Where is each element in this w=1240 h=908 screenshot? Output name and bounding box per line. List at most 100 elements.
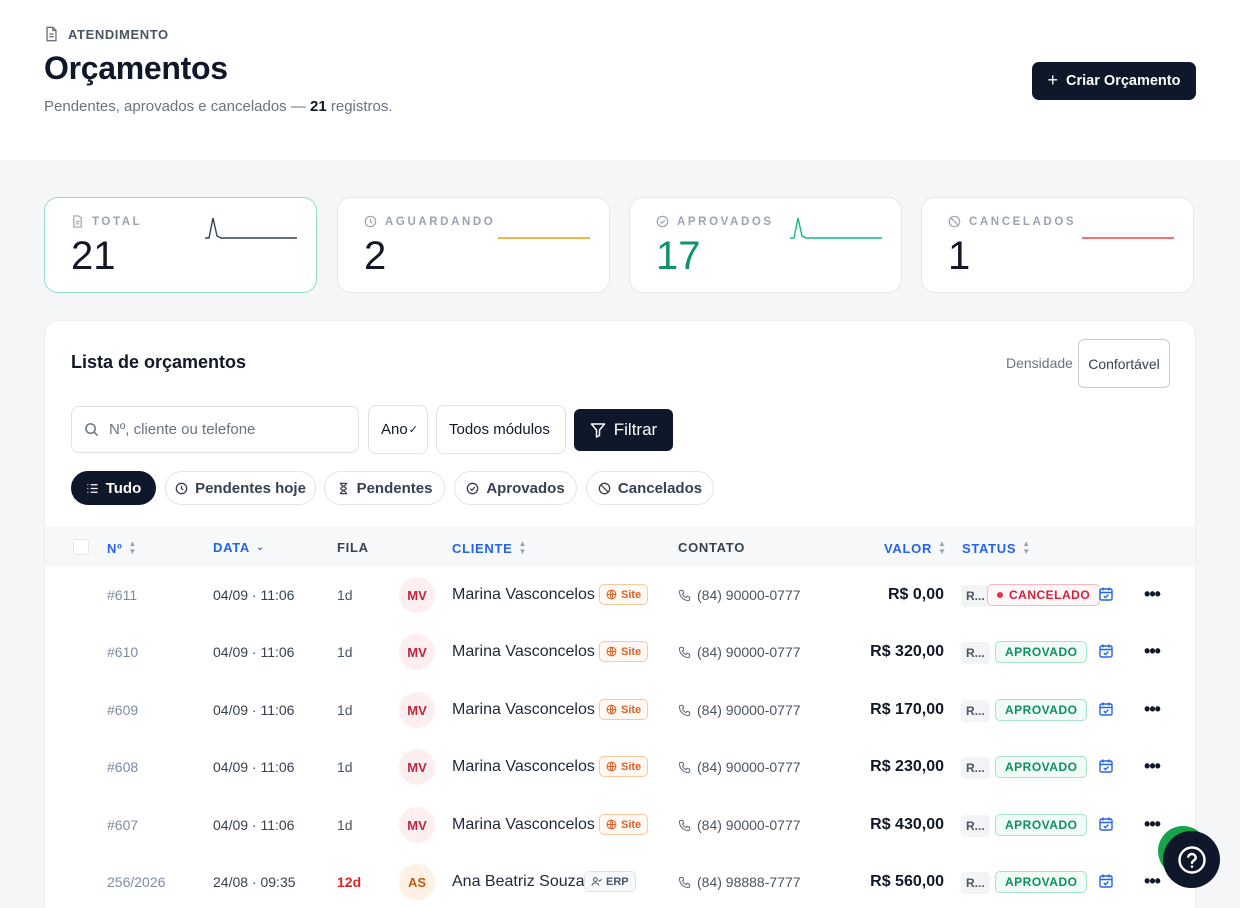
chip-aprovados[interactable]: Aprovados bbox=[454, 471, 577, 505]
table-row[interactable]: #607 04/09 · 11:06 1d MV Marina Vasconce… bbox=[45, 797, 1195, 854]
calendar-check-icon[interactable] bbox=[1098, 816, 1114, 832]
record-count: 21 bbox=[310, 98, 327, 115]
row-contact[interactable]: (84) 90000-0777 bbox=[678, 702, 801, 718]
chip-pendentes[interactable]: Pendentes bbox=[324, 471, 445, 505]
col-client[interactable]: CLIENTE ▲ ▼ bbox=[452, 540, 526, 556]
stat-label: AGUARDANDO bbox=[364, 215, 495, 228]
filter-button-label: Filtrar bbox=[613, 420, 658, 439]
search-input[interactable] bbox=[109, 421, 349, 438]
stat-card-total[interactable]: TOTAL 21 bbox=[44, 197, 317, 293]
create-quote-button[interactable]: + Criar Orçamento bbox=[1032, 62, 1196, 100]
stat-card-aprovados[interactable]: APROVADOS 17 bbox=[629, 197, 902, 293]
breadcrumb-label: ATENDIMENTO bbox=[68, 26, 169, 42]
stat-label-text: AGUARDANDO bbox=[385, 215, 496, 228]
row-number[interactable]: #608 bbox=[107, 759, 139, 775]
help-button[interactable] bbox=[1163, 831, 1220, 888]
table-row[interactable]: #608 04/09 · 11:06 1d MV Marina Vasconce… bbox=[45, 739, 1195, 796]
avatar: MV bbox=[399, 634, 435, 670]
row-tag: R... bbox=[961, 815, 990, 837]
row-queue: 1d bbox=[337, 817, 353, 833]
avatar: AS bbox=[399, 864, 435, 900]
row-date: 04/09 · 11:06 bbox=[213, 817, 295, 833]
phone-icon bbox=[678, 646, 691, 658]
row-client[interactable]: Marina Vasconcelos bbox=[452, 586, 595, 603]
more-options-icon[interactable]: ••• bbox=[1144, 813, 1161, 834]
col-date[interactable]: DATA ⌄ bbox=[213, 540, 265, 555]
density-toggle[interactable]: Confortável bbox=[1078, 339, 1170, 388]
row-number[interactable]: #611 bbox=[107, 587, 138, 603]
calendar-check-icon[interactable] bbox=[1098, 586, 1114, 602]
chip-pendentes-hoje[interactable]: Pendentes hoje bbox=[165, 471, 316, 505]
row-amount: R$ 560,00 bbox=[870, 873, 944, 890]
row-client[interactable]: Marina Vasconcelos bbox=[452, 701, 595, 718]
more-options-icon[interactable]: ••• bbox=[1144, 640, 1161, 661]
col-status[interactable]: STATUS ▲ ▼ bbox=[962, 540, 1030, 556]
globe-icon bbox=[606, 646, 617, 657]
col-num[interactable]: Nº ▲ ▼ bbox=[107, 540, 136, 556]
globe-icon bbox=[606, 589, 617, 600]
status-badge: APROVADO bbox=[995, 699, 1088, 721]
row-date: 04/09 · 11:06 bbox=[213, 644, 295, 660]
filter-button[interactable]: Filtrar bbox=[574, 409, 673, 451]
calendar-check-icon[interactable] bbox=[1098, 701, 1114, 717]
row-tag: R... bbox=[961, 757, 990, 779]
more-options-icon[interactable]: ••• bbox=[1144, 755, 1161, 776]
row-contact[interactable]: (84) 90000-0777 bbox=[678, 759, 801, 775]
avatar: MV bbox=[399, 807, 435, 843]
sparkline bbox=[205, 217, 297, 239]
phone-icon bbox=[678, 819, 691, 831]
row-contact[interactable]: (84) 90000-0777 bbox=[678, 587, 801, 603]
row-client[interactable]: Ana Beatriz Souza bbox=[452, 873, 585, 890]
col-value[interactable]: VALOR ▲ ▼ bbox=[884, 540, 946, 556]
status-dot-icon bbox=[997, 592, 1003, 598]
stat-card-aguardando[interactable]: AGUARDANDO 2 bbox=[337, 197, 610, 293]
calendar-check-icon[interactable] bbox=[1098, 873, 1114, 889]
more-options-icon[interactable]: ••• bbox=[1144, 870, 1161, 891]
row-contact[interactable]: (84) 90000-0777 bbox=[678, 817, 801, 833]
chip-tudo[interactable]: Tudo bbox=[71, 471, 156, 505]
source-badge: Site bbox=[599, 584, 649, 605]
row-amount: R$ 230,00 bbox=[870, 758, 944, 775]
row-number[interactable]: 256/2026 bbox=[107, 874, 166, 890]
row-date: 04/09 · 11:06 bbox=[213, 702, 295, 718]
table-row[interactable]: #609 04/09 · 11:06 1d MV Marina Vasconce… bbox=[45, 682, 1195, 739]
table-row[interactable]: #611 04/09 · 11:06 1d MV Marina Vasconce… bbox=[45, 567, 1195, 624]
row-queue: 1d bbox=[337, 702, 353, 718]
sort-icon: ▲ ▼ bbox=[128, 539, 137, 556]
chip-cancelados[interactable]: Cancelados bbox=[586, 471, 714, 505]
subtitle-suffix: registros. bbox=[326, 98, 393, 115]
status-badge: APROVADO bbox=[995, 871, 1088, 893]
globe-icon bbox=[606, 704, 617, 715]
stat-card-cancelados[interactable]: CANCELADOS 1 bbox=[921, 197, 1194, 293]
row-queue: 1d bbox=[337, 587, 353, 603]
clock-icon bbox=[175, 482, 188, 494]
calendar-check-icon[interactable] bbox=[1098, 758, 1114, 774]
row-client[interactable]: Marina Vasconcelos bbox=[452, 643, 595, 660]
col-num-label: Nº bbox=[107, 540, 123, 556]
source-badge: Site bbox=[599, 699, 649, 720]
row-number[interactable]: #610 bbox=[107, 644, 139, 660]
source-label: Site bbox=[621, 645, 642, 658]
more-options-icon[interactable]: ••• bbox=[1144, 583, 1161, 604]
row-contact[interactable]: (84) 90000-0777 bbox=[678, 644, 801, 660]
table-row[interactable]: 256/2026 24/08 · 09:35 12d AS Ana Beatri… bbox=[45, 854, 1195, 908]
select-all-checkbox[interactable] bbox=[73, 539, 89, 555]
more-options-icon[interactable]: ••• bbox=[1144, 698, 1161, 719]
row-contact[interactable]: (84) 98888-7777 bbox=[678, 874, 801, 890]
col-queue: FILA bbox=[337, 540, 369, 555]
row-number[interactable]: #609 bbox=[107, 702, 139, 718]
row-client[interactable]: Marina Vasconcelos bbox=[452, 758, 595, 775]
hourglass-icon bbox=[339, 482, 347, 494]
sort-icon: ▲ ▼ bbox=[1022, 539, 1031, 556]
table-row[interactable]: #610 04/09 · 11:06 1d MV Marina Vasconce… bbox=[45, 624, 1195, 681]
document-icon bbox=[46, 26, 57, 42]
stat-value: 1 bbox=[948, 234, 971, 278]
search-box[interactable] bbox=[71, 406, 359, 453]
year-select[interactable]: Ano ✓ bbox=[368, 405, 428, 454]
row-client[interactable]: Marina Vasconcelos bbox=[452, 816, 595, 833]
modules-select[interactable]: Todos módulos bbox=[436, 405, 566, 454]
row-phone: (84) 90000-0777 bbox=[697, 817, 801, 833]
search-icon bbox=[85, 423, 99, 437]
calendar-check-icon[interactable] bbox=[1098, 643, 1114, 659]
row-number[interactable]: #607 bbox=[107, 817, 139, 833]
